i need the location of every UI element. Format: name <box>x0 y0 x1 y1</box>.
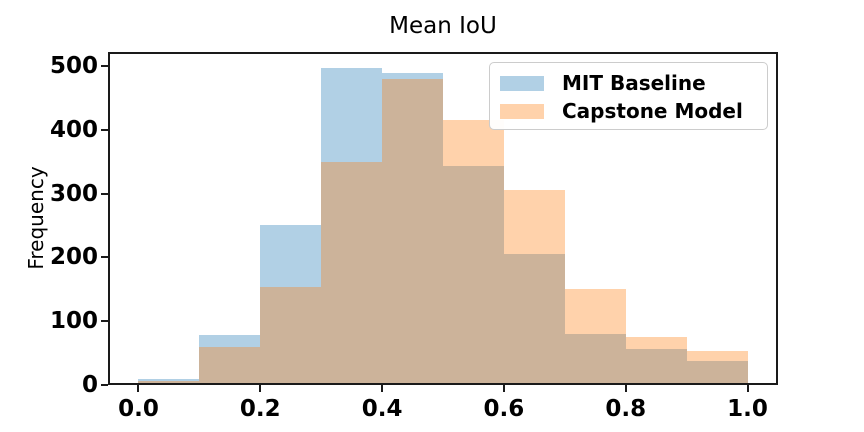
y-tick-mark-200 <box>101 256 108 259</box>
legend-swatch-mit-baseline <box>500 75 544 91</box>
chart-title: Mean IoU <box>389 13 497 39</box>
plot-area <box>108 52 778 385</box>
legend-entry-capstone-model: Capstone Model <box>500 97 767 125</box>
legend-entry-mit-baseline: MIT Baseline <box>500 69 767 97</box>
y-tick-label-0: 0 <box>81 372 98 398</box>
hist-bar-mit-baseline-bin-3 <box>321 67 383 385</box>
legend-label-mit-baseline: MIT Baseline <box>562 71 706 95</box>
x-tick-label-0.2: 0.2 <box>239 396 281 422</box>
hist-bar-mit-baseline-bin-8 <box>625 348 687 385</box>
hist-bar-capstone-model-bin-3 <box>321 162 383 385</box>
x-tick-label-0.6: 0.6 <box>483 396 525 422</box>
hist-bar-mit-baseline-bin-9 <box>686 360 748 385</box>
hist-bar-capstone-model-bin-2 <box>260 286 322 385</box>
hist-bar-capstone-model-bin-9 <box>686 350 748 385</box>
hist-bar-mit-baseline-bin-5 <box>443 166 504 385</box>
y-tick-mark-300 <box>101 192 108 195</box>
x-tick-mark-0.0 <box>137 385 140 392</box>
hist-bar-mit-baseline-bin-6 <box>503 254 565 385</box>
y-tick-mark-100 <box>101 320 108 323</box>
y-tick-mark-400 <box>101 128 108 131</box>
hist-bar-mit-baseline-bin-7 <box>564 333 626 385</box>
x-tick-label-0.4: 0.4 <box>361 396 403 422</box>
legend: MIT Baseline Capstone Model <box>489 62 768 130</box>
hist-bar-capstone-model-bin-5 <box>443 119 504 385</box>
hist-bar-capstone-model-bin-0 <box>138 380 200 385</box>
hist-bar-capstone-model-bin-6 <box>503 189 565 385</box>
hist-bar-mit-baseline-bin-4 <box>382 73 443 385</box>
x-tick-label-1.0: 1.0 <box>727 396 768 422</box>
hist-bar-capstone-model-bin-1 <box>199 346 261 385</box>
legend-label-capstone-model: Capstone Model <box>562 99 743 123</box>
x-tick-mark-0.4 <box>381 385 384 392</box>
x-tick-label-0.8: 0.8 <box>605 396 647 422</box>
y-tick-mark-0 <box>101 384 108 386</box>
y-tick-label-200: 200 <box>49 244 98 271</box>
y-tick-label-300: 300 <box>49 180 98 207</box>
hist-bar-capstone-model-bin-4 <box>382 79 443 385</box>
x-tick-mark-1.0 <box>746 385 749 392</box>
hist-bar-capstone-model-bin-7 <box>564 289 626 385</box>
legend-swatch-capstone-model <box>500 103 544 119</box>
y-tick-label-400: 400 <box>49 116 98 143</box>
hist-bar-mit-baseline-bin-2 <box>260 224 322 385</box>
hist-bar-capstone-model-bin-8 <box>625 336 687 385</box>
hist-bar-mit-baseline-bin-0 <box>138 378 200 385</box>
hist-bar-mit-baseline-bin-1 <box>199 334 261 385</box>
y-tick-mark-500 <box>101 65 108 68</box>
x-tick-mark-0.8 <box>624 385 627 392</box>
x-tick-mark-0.6 <box>502 385 505 392</box>
x-tick-label-0.0: 0.0 <box>118 396 159 422</box>
x-tick-mark-0.2 <box>259 385 262 392</box>
y-tick-label-100: 100 <box>49 308 98 335</box>
y-tick-label-500: 500 <box>49 53 98 80</box>
